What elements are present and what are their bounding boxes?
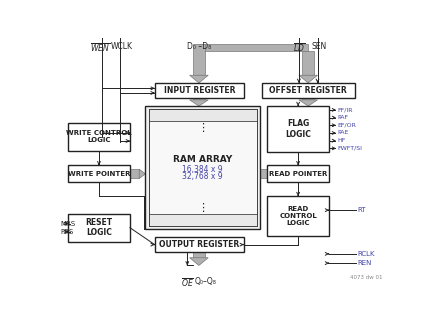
Text: OUTPUT REGISTER: OUTPUT REGISTER	[159, 240, 239, 249]
Bar	[149, 214, 257, 226]
Text: OFFSET REGISTER: OFFSET REGISTER	[269, 86, 347, 95]
Text: WCLK: WCLK	[111, 42, 133, 51]
Polygon shape	[267, 169, 273, 178]
Text: RESET
LOGIC: RESET LOGIC	[86, 218, 112, 237]
Bar	[155, 83, 244, 98]
Polygon shape	[190, 258, 208, 265]
Text: $\overline{OE}$: $\overline{OE}$	[181, 277, 194, 289]
Polygon shape	[139, 169, 146, 178]
Text: 32,768 x 9: 32,768 x 9	[182, 172, 223, 181]
Polygon shape	[190, 100, 208, 106]
Bar	[260, 169, 273, 178]
Bar	[262, 83, 355, 98]
Text: MRS: MRS	[60, 220, 75, 226]
Bar	[267, 165, 329, 182]
Text: WRITE POINTER: WRITE POINTER	[68, 171, 130, 177]
Text: RCLK: RCLK	[358, 251, 375, 257]
Text: 4073 dw 01: 4073 dw 01	[350, 275, 383, 280]
Text: FWFT/SI: FWFT/SI	[337, 146, 362, 151]
Text: $\overline{LD}$: $\overline{LD}$	[293, 42, 305, 54]
Bar	[149, 109, 257, 226]
Text: Q₀–Q₈: Q₀–Q₈	[194, 277, 216, 286]
Text: INPUT REGISTER: INPUT REGISTER	[164, 86, 235, 95]
Bar	[130, 169, 139, 178]
Bar	[267, 196, 329, 236]
Text: SEN: SEN	[311, 42, 327, 51]
Text: FF/IR: FF/IR	[337, 108, 353, 112]
Bar	[146, 106, 260, 229]
Text: READ
CONTROL
LOGIC: READ CONTROL LOGIC	[279, 206, 317, 226]
Bar	[68, 123, 130, 151]
Polygon shape	[299, 75, 318, 83]
Bar	[68, 165, 130, 182]
Polygon shape	[190, 75, 208, 83]
Bar	[193, 252, 205, 258]
Text: RT: RT	[358, 207, 366, 213]
Text: WRITE CONTROL
LOGIC: WRITE CONTROL LOGIC	[66, 130, 132, 143]
Bar	[149, 109, 257, 122]
Text: HF: HF	[337, 138, 345, 143]
Bar	[193, 44, 205, 75]
Text: D₀ –D₈: D₀ –D₈	[187, 42, 211, 51]
Text: PAE: PAE	[337, 130, 348, 136]
Polygon shape	[299, 100, 318, 106]
Text: 16,384 x 9: 16,384 x 9	[182, 165, 223, 174]
Bar	[267, 106, 329, 152]
Text: PRS: PRS	[60, 229, 73, 235]
Bar	[193, 98, 205, 100]
Text: EF/OR: EF/OR	[337, 123, 356, 128]
Bar	[68, 214, 130, 241]
Text: REN: REN	[358, 260, 372, 266]
Bar	[155, 237, 244, 252]
Text: $\overline{WEN}$: $\overline{WEN}$	[90, 42, 111, 54]
Text: ⋮: ⋮	[197, 203, 208, 213]
Bar	[302, 98, 314, 100]
Bar	[199, 44, 308, 51]
Text: RAM ARRAY: RAM ARRAY	[173, 155, 232, 164]
Text: FLAG
LOGIC: FLAG LOGIC	[285, 119, 311, 139]
Text: READ POINTER: READ POINTER	[269, 171, 327, 177]
Text: PAF: PAF	[337, 115, 348, 120]
Bar	[302, 51, 314, 75]
Text: ⋮: ⋮	[197, 122, 208, 133]
